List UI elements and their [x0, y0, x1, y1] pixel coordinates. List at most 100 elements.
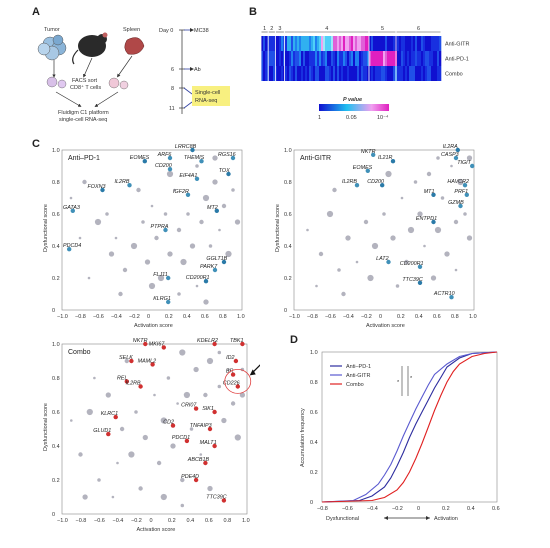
gene-label: KDELR2	[197, 338, 218, 344]
heatmap-cell	[315, 36, 318, 51]
x-tick-label: 1.0	[237, 314, 245, 320]
highlighted-point	[167, 155, 173, 161]
data-point	[189, 243, 196, 249]
data-point	[144, 259, 151, 265]
dysfunctional-label: Dysfunctional	[326, 516, 359, 522]
heatmap-cell	[363, 51, 366, 66]
heatmap-cell	[397, 51, 400, 66]
heatmap-cell	[345, 36, 348, 51]
highlighted-point	[221, 498, 227, 503]
heatmap-cell	[439, 66, 442, 81]
x-tick-label: −0.2	[361, 314, 372, 320]
heatmap-cell	[271, 36, 274, 51]
data-point	[119, 426, 125, 432]
heatmap-cell	[281, 36, 284, 51]
highlighted-point	[354, 183, 360, 188]
highlighted-point	[240, 341, 245, 347]
highlighted-point	[124, 379, 129, 384]
x-axis-label: Activation score	[137, 527, 176, 533]
heatmap-cell	[367, 66, 370, 81]
panel-letter-b: B	[249, 6, 257, 18]
heatmap-cell	[401, 66, 404, 81]
heatmap-cell	[287, 51, 290, 66]
highlighted-point	[185, 192, 191, 197]
data-point	[221, 417, 227, 424]
x-axis-label: Activation score	[366, 323, 405, 329]
data-point	[407, 226, 415, 234]
highlighted-point	[100, 187, 105, 193]
x-tick-label: 0.8	[224, 518, 232, 524]
data-point	[130, 242, 138, 250]
heatmap-cell	[431, 51, 434, 66]
heatmap-cell	[341, 36, 344, 51]
heatmap-cell	[275, 36, 278, 51]
data-point	[153, 393, 156, 397]
heatmap-cell	[407, 36, 410, 51]
gene-label: SELK	[119, 355, 133, 361]
direction-arrowhead-left	[384, 516, 388, 520]
highlighted-point	[212, 267, 218, 273]
gene-label: CD226	[223, 381, 240, 387]
data-point	[345, 235, 351, 241]
heatmap-cell	[427, 66, 430, 81]
x-tick-label: −0.4	[343, 314, 354, 320]
gene-label: KLRC1	[101, 411, 118, 417]
highlighted-point	[106, 431, 111, 437]
data-point	[156, 460, 162, 466]
gene-label: CASP3	[441, 152, 459, 158]
heatmap-cell	[291, 66, 294, 81]
x-tick-label: −0.2	[129, 314, 140, 320]
data-point	[457, 178, 464, 186]
y-tick-label: 1.0	[284, 148, 292, 154]
y-tick-label: 0.8	[52, 180, 60, 186]
heatmap-cell	[421, 66, 424, 81]
fluidigm-label-2: single-cell RNA-seq	[59, 117, 107, 123]
data-point	[186, 212, 190, 216]
heatmap-cell	[367, 51, 370, 66]
data-point	[400, 196, 404, 200]
y-tick-label: 0.8	[284, 180, 292, 186]
cdf-series-line	[321, 351, 498, 503]
heatmap-cell	[329, 36, 332, 51]
highlighted-point	[417, 280, 423, 285]
heatmap-cell	[411, 36, 414, 51]
y-tick-label: 0.4	[310, 440, 318, 446]
heatmap-cell	[351, 66, 354, 81]
heatmap-cell	[293, 66, 296, 81]
heatmap-cell	[297, 66, 300, 81]
heatmap-cell	[363, 36, 366, 51]
y-tick-label: 0.4	[52, 244, 60, 250]
heatmap-cell	[297, 36, 300, 51]
data-point	[128, 451, 135, 458]
heatmap-cell	[307, 36, 310, 51]
data-point	[108, 251, 115, 257]
heatmap-cell	[425, 66, 428, 81]
heatmap-cell	[345, 66, 348, 81]
heatmap-cell	[369, 51, 372, 66]
gene-label: TTC39C	[402, 277, 422, 283]
heatmap-cell	[275, 66, 278, 81]
direction-arrowhead-right	[426, 516, 430, 520]
heatmap-cell	[265, 36, 268, 51]
y-tick-label: 0.6	[52, 212, 60, 218]
y-tick-label: 0.2	[310, 470, 318, 476]
highlighted-point	[203, 460, 208, 466]
panel-letter-c: C	[32, 138, 40, 150]
heatmap-cell	[357, 66, 360, 81]
heatmap-cell	[327, 36, 330, 51]
gene-label: EIF4A1	[179, 173, 197, 179]
gene-label: NKTR	[361, 149, 376, 155]
heatmap-cell	[387, 51, 390, 66]
heatmap-cell	[269, 66, 272, 81]
legend-label: Combo	[346, 382, 364, 388]
plot-frame	[321, 351, 498, 503]
heatmap-cell	[331, 51, 334, 66]
heatmap-cell	[347, 66, 350, 81]
heatmap-cell	[307, 51, 310, 66]
data-point	[463, 212, 467, 216]
heatmap-cell	[427, 36, 430, 51]
heatmap-cell	[403, 36, 406, 51]
sig-star: *	[397, 380, 400, 386]
data-point	[430, 275, 437, 281]
